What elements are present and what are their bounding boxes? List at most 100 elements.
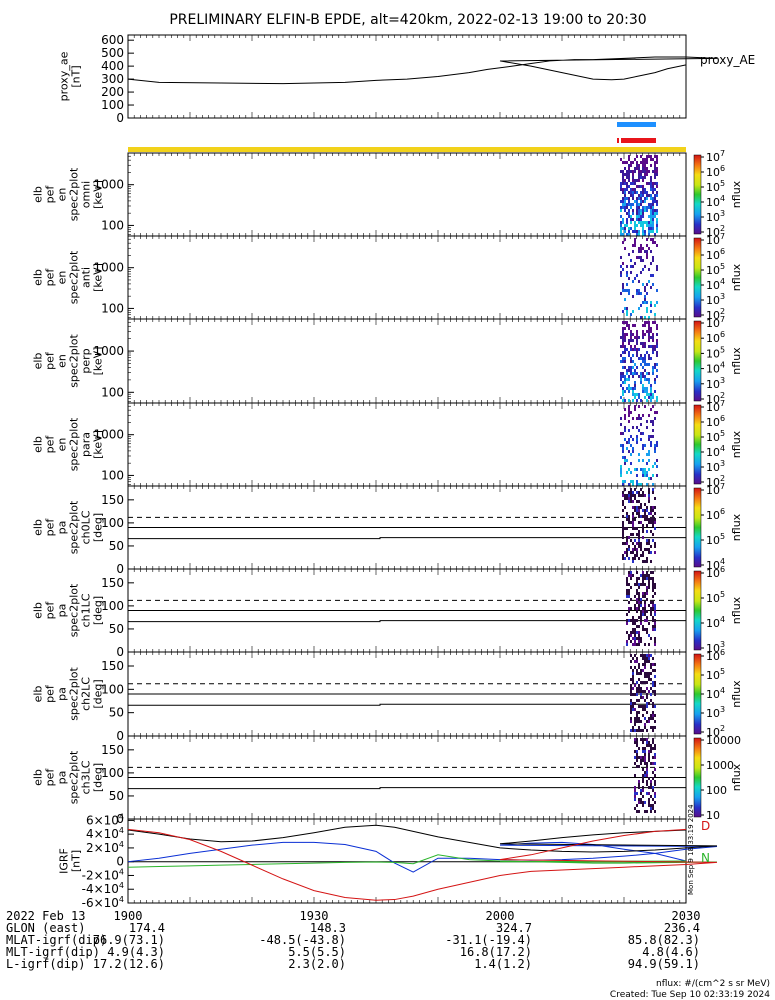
pitch-angle-cell [634,720,636,723]
spectrogram-cell [628,483,630,486]
pitch-angle-cell [628,571,630,574]
pitch-angle-cell [654,613,656,616]
pitch-angle-cell [626,595,628,598]
pitch-angle-cell [648,580,650,583]
pitch-angle-cell [638,717,640,720]
y-axis-label: anti [80,267,93,288]
pitch-angle-cell [640,503,642,506]
pitch-angle-cell [640,690,642,693]
pitch-angle-cell [636,527,638,530]
pitch-angle-cell [628,497,630,500]
pitch-angle-cell [654,762,656,765]
pitch-angle-cell [626,518,628,521]
pitch-angle-cell [636,804,638,807]
spectrogram-cell [640,468,642,471]
y-axis-label: spec2plot [68,417,81,471]
spectrogram-cell [628,429,630,432]
pitch-angle-cell [654,681,656,684]
ephemeris-value: 148.3 [310,921,346,935]
pitch-angle-cell [634,622,636,625]
spectrogram-cell [626,170,628,173]
pitch-angle-cell [632,518,634,521]
spectrogram-cell [630,221,632,224]
spectrogram-cell [626,265,628,268]
colorbar-tick-label: 10000 [706,734,741,747]
y-axis-label: pef [44,684,57,703]
spectrogram-cell [638,405,640,408]
spectrogram-cell [634,262,636,265]
spectrogram-cell [648,221,650,224]
y-axis-label: [deg] [92,763,105,792]
spectrogram-cell [642,301,644,304]
spectrogram-cell [628,405,630,408]
spectrogram-cell [650,227,652,230]
pitch-angle-cell [642,595,644,598]
spectrogram-cell [648,268,650,271]
pitch-angle-cell [652,705,654,708]
pitch-angle-cell [648,497,650,500]
spectrogram-cell [622,200,624,203]
spectrogram-cell [622,432,624,435]
pitch-angle-cell [642,628,644,631]
spectrogram-cell [630,333,632,336]
spectrogram-cell [652,336,654,339]
spectrogram-cell [626,173,628,176]
spectrogram-cell [648,372,650,375]
spectrogram-cell [654,366,656,369]
spectrogram-cell [628,158,630,161]
pitch-angle-cell [654,774,656,777]
spectrogram-cell [638,197,640,200]
pitch-angle-cell [648,577,650,580]
pitch-angle-cell [644,660,646,663]
pitch-angle-cell [646,557,648,560]
pitch-angle-cell [646,702,648,705]
spectrogram-cell [644,360,646,363]
y-tick-label: 0 [116,729,124,743]
spectrogram-cell [620,158,622,161]
spectrogram-cell [648,450,650,453]
spectrogram-cell [640,304,642,307]
pitch-angle-cell [652,807,654,810]
pitch-angle-cell [646,657,648,660]
spectrogram-cell [620,233,622,236]
spectrogram-cell [646,292,648,295]
pitch-angle-cell [652,717,654,720]
spectrogram-cell [644,363,646,366]
pitch-angle-cell [628,601,630,604]
spectrogram-cell [624,339,626,342]
spectrogram-cell [628,438,630,441]
spectrogram-cell [620,417,622,420]
spectrogram-cell [650,396,652,399]
spectrogram-cell [624,191,626,194]
pitch-angle-cell [634,557,636,560]
pitch-angle-cell [642,574,644,577]
pitch-angle-cell [654,714,656,717]
pitch-angle-cell [648,786,650,789]
pitch-angle-cell [624,527,626,530]
spectrogram-cell [628,215,630,218]
pitch-angle-cell [624,497,626,500]
pitch-angle-cell [654,783,656,786]
colorbar-label: nflux [730,263,743,291]
spectrogram-cell [628,351,630,354]
spectrogram-cell [646,238,648,241]
pitch-angle-cell [648,491,650,494]
spectrogram-cell [652,274,654,277]
pitch-angle-cell [624,494,626,497]
spectrogram-cell [644,301,646,304]
pitch-angle-cell [650,560,652,563]
spectrogram-cell [632,197,634,200]
spectrogram-cell [620,360,622,363]
loss-cone-line [128,620,686,623]
spectrogram-cell [646,194,648,197]
spectrogram-cell [628,227,630,230]
pitch-angle-cell [626,548,628,551]
spectrogram-cell [620,372,622,375]
spectrogram-cell [644,321,646,324]
spectrogram-cell [644,342,646,345]
pitch-angle-cell [642,690,644,693]
spectrogram-cell [648,333,650,336]
pitch-angle-cell [638,801,640,804]
colorbar [693,737,702,818]
pitch-angle-cell [632,693,634,696]
